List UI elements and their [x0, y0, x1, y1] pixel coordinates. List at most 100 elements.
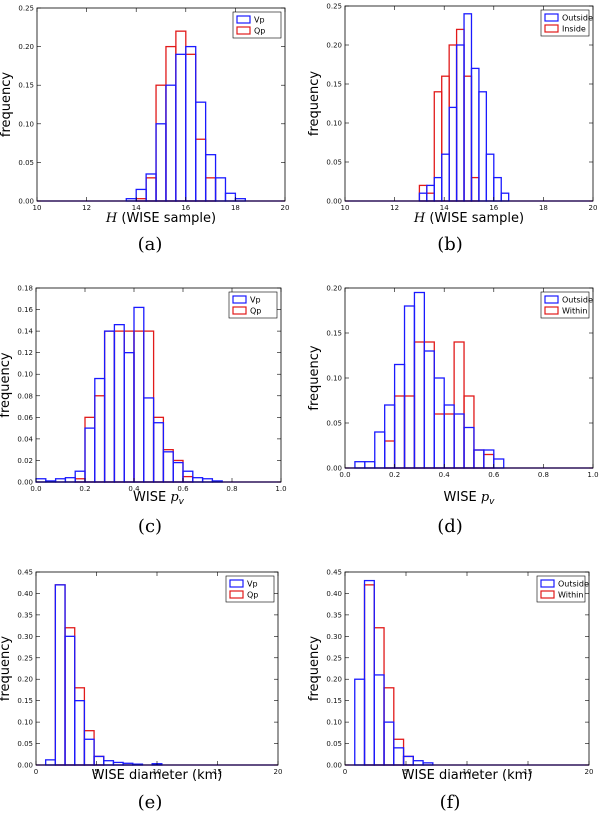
- legend-label-within: Within: [558, 591, 583, 600]
- panel-e: 0.00 0.05 0.10 0.15 0.20 0.25 0.30 0.35 0.40 0.45…: [0, 544, 300, 816]
- bar-qp-13: [162, 449, 174, 483]
- legend-swatch-vp: [229, 579, 244, 588]
- x-axis-label: H (WISE sample): [413, 211, 524, 226]
- y-tick-label: 0.00: [326, 762, 342, 770]
- x-tick-label: 15: [524, 768, 533, 776]
- caption-c: (c): [137, 516, 163, 537]
- x-tick-label: 0.6: [177, 485, 189, 493]
- legend-label-outside: Outside: [562, 296, 593, 305]
- bar-inside-2: [433, 91, 443, 202]
- x-tick-label: 16: [489, 204, 498, 212]
- y-tick-label: 0.05: [326, 159, 342, 167]
- bar-outside-5: [393, 747, 405, 766]
- legend-swatch-outside: [544, 13, 559, 22]
- bar-within-8: [433, 413, 445, 469]
- legend-swatch-qp: [232, 306, 247, 315]
- bar-qp-14: [172, 459, 184, 483]
- chart-b: 0.00 0.05 0.10 0.15 0.20 0.25 10 12 14 16 18 20 freq…: [307, 3, 597, 227]
- legend-label-outside: Outside: [558, 580, 589, 589]
- bar-vp-16: [192, 477, 204, 483]
- bar-vp-6: [93, 755, 105, 766]
- x-tick-label: 0.2: [79, 485, 90, 493]
- bar-inside-4: [448, 44, 458, 202]
- y-tick-label: 0.04: [17, 435, 33, 443]
- bar-qp-10: [133, 330, 145, 483]
- x-tick-label: 0.6: [488, 471, 500, 479]
- bar-vp-15: [185, 45, 197, 202]
- y-tick-label: 0.10: [17, 371, 33, 379]
- y-tick-label: 0.30: [326, 633, 342, 641]
- bar-inside-7: [470, 176, 480, 202]
- y-axis-label: frequency: [0, 352, 13, 418]
- bar-vp-9: [123, 352, 135, 483]
- plot-frame: [35, 287, 282, 483]
- bar-vp-4: [74, 700, 86, 766]
- bar-outside-2: [374, 431, 386, 469]
- y-tick-label: 0.10: [326, 719, 342, 727]
- legend-swatch-vp: [236, 15, 251, 24]
- bar-within-6: [413, 341, 426, 469]
- bar-vp-12: [152, 422, 165, 483]
- bar-qp-2: [54, 584, 66, 766]
- x-tick-label: 0.2: [389, 471, 400, 479]
- bar-within-3: [384, 440, 396, 469]
- x-tick-label: 20: [274, 768, 283, 776]
- bar-qp-14: [175, 30, 187, 202]
- legend-label-vp: Vp: [247, 580, 258, 589]
- legend-swatch-inside: [544, 24, 559, 33]
- bar-outside-9: [485, 153, 495, 202]
- bar-inside-5: [455, 28, 465, 202]
- legend-label-vp: Vp: [250, 296, 261, 305]
- y-axis-label: frequency: [307, 71, 322, 137]
- y-tick-label: 0.40: [326, 590, 342, 598]
- bar-qp-15: [182, 475, 194, 483]
- y-tick-label: 0.25: [17, 654, 33, 662]
- bar-within-12: [473, 449, 485, 469]
- x-tick-label: 5: [404, 768, 408, 776]
- bar-inside-1: [426, 192, 435, 202]
- bar-outside-6: [463, 13, 473, 202]
- bar-vp-19: [224, 192, 237, 202]
- y-tick-label: 0.45: [17, 569, 33, 577]
- y-tick-label: 0.06: [17, 414, 33, 422]
- y-tick-label: 0.05: [18, 159, 34, 167]
- bar-outside-10: [453, 413, 465, 469]
- bar-within-13: [483, 453, 495, 469]
- y-tick-label: 0.35: [326, 611, 342, 619]
- bar-outside-6: [413, 291, 426, 469]
- caption-d: (d): [437, 516, 463, 537]
- x-tick-label: 14: [440, 204, 449, 212]
- x-tick-label: 0.8: [538, 471, 549, 479]
- bar-qp-4: [74, 687, 86, 766]
- y-tick-label: 0.25: [18, 5, 34, 13]
- x-tick-label: 1.0: [275, 485, 286, 493]
- y-tick-label: 0.00: [326, 198, 342, 206]
- y-tick-label: 0.20: [326, 42, 342, 50]
- y-tick-label: 0.25: [326, 3, 342, 11]
- x-tick-label: 10: [341, 204, 350, 212]
- bar-qp-17: [204, 177, 217, 202]
- y-tick-label: 0.45: [326, 569, 342, 577]
- bar-vp-10: [133, 306, 145, 483]
- y-tick-label: 0.15: [326, 330, 342, 338]
- bar-outside-8: [478, 91, 488, 202]
- y-tick-label: 0.20: [326, 676, 342, 684]
- bar-vp-8: [113, 323, 125, 483]
- chart-e: 0.00 0.05 0.10 0.15 0.20 0.25 0.30 0.35 0.40 0.45…: [0, 569, 283, 784]
- x-tick-label: 1.0: [587, 471, 598, 479]
- bar-within-6: [402, 755, 414, 766]
- y-tick-label: 0.40: [17, 590, 33, 598]
- x-axis-label: H (WISE sample): [105, 211, 216, 226]
- bar-qp-9: [123, 330, 135, 483]
- legend-swatch-within: [544, 306, 559, 315]
- bar-within-7: [423, 341, 435, 469]
- legend-label-inside: Inside: [562, 25, 586, 34]
- x-tick-label: 0.4: [128, 485, 140, 493]
- y-axis-label: frequency: [307, 636, 322, 702]
- y-axis-label: frequency: [0, 72, 14, 138]
- bar-vp-1: [45, 759, 57, 766]
- y-tick-label: 0.05: [326, 740, 342, 748]
- y-tick-label: 0.10: [17, 719, 33, 727]
- x-tick-label: 20: [281, 204, 290, 212]
- bar-qp-15: [185, 53, 197, 202]
